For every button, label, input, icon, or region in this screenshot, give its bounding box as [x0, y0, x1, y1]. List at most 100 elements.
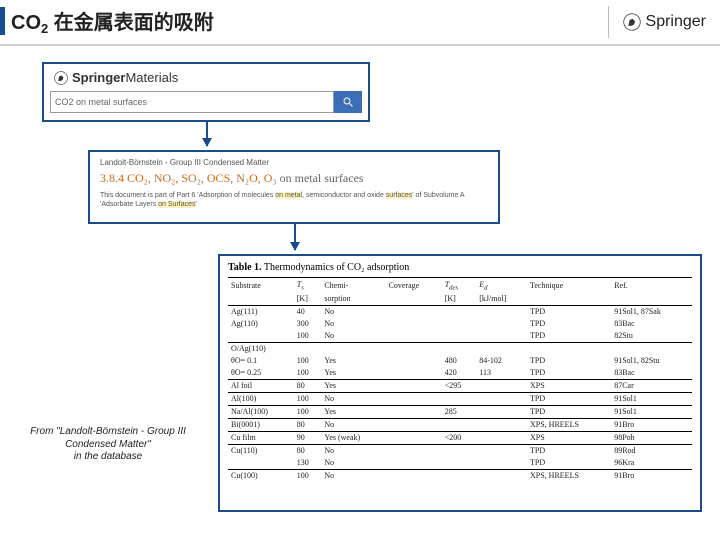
table-cell [386, 444, 442, 457]
table-cell [442, 469, 477, 482]
table-cell [228, 330, 294, 343]
table-cell: No [321, 330, 385, 343]
table-cell: Bi(0001) [228, 418, 294, 431]
search-input[interactable]: CO2 on metal surfaces [50, 91, 334, 113]
table-cell: XPS [527, 431, 611, 444]
table-cell [442, 457, 477, 470]
springer-materials-brand: SpringerMaterials [50, 68, 362, 91]
table-cell [386, 305, 442, 318]
table-cell [476, 392, 527, 405]
table-cell: 420 [442, 367, 477, 380]
table-cell: TPD [527, 318, 611, 330]
table-col-unit [611, 293, 692, 306]
title-block: CO2 在金属表面的吸附 [0, 6, 608, 35]
doc-breadcrumb: Landolt-Börnstein - Group III Condensed … [100, 158, 488, 167]
table-cell: TPD [527, 355, 611, 367]
table-cell [442, 330, 477, 343]
table-row: O/Ag(110) [228, 342, 692, 355]
table-cell: 91Bro [611, 469, 692, 482]
table-cell: 80 [294, 418, 322, 431]
table-cell: XPS, HREELS [527, 418, 611, 431]
slide-header: CO2 在金属表面的吸附 Springer [0, 0, 720, 46]
table-cell [442, 392, 477, 405]
table-cell: 300 [294, 318, 322, 330]
table-cell [386, 342, 442, 355]
table-cell: No [321, 392, 385, 405]
table-cell: 130 [294, 457, 322, 470]
table-cell: 83Bac [611, 318, 692, 330]
table-cell [386, 318, 442, 330]
table-cell: O/Ag(110) [228, 342, 294, 355]
brand-light: Materials [125, 70, 178, 85]
table-cell: 100 [294, 405, 322, 418]
table-cell: Na/Al(100) [228, 405, 294, 418]
table-cell [386, 405, 442, 418]
table-cell: θO= 0.25 [228, 367, 294, 380]
doc-title-rest: on metal surfaces [277, 171, 364, 185]
table-cell: 113 [476, 367, 527, 380]
table-cell [476, 330, 527, 343]
table-cell: No [321, 318, 385, 330]
search-button[interactable] [334, 91, 362, 113]
table-cell: Cu(110) [228, 444, 294, 457]
table-cell: No [321, 418, 385, 431]
doc-description: This document is part of Part 6 'Adsorpt… [100, 191, 488, 209]
table-row: Cu(100)100NoXPS, HREELS91Bro [228, 469, 692, 482]
table-cell [527, 342, 611, 355]
table-col-unit: [kJ/mol] [476, 293, 527, 306]
table-cell [476, 318, 527, 330]
table-cell: Cu film [228, 431, 294, 444]
table-cell: 80 [294, 444, 322, 457]
table-col-unit: sorption [321, 293, 385, 306]
table-cell: 89Rod [611, 444, 692, 457]
table-col-unit [386, 293, 442, 306]
table-row: Al foil80Yes<295XPS87Car [228, 379, 692, 392]
table-row: Cu film90Yes (weak)<200XPS98Poh [228, 431, 692, 444]
table-row: θO= 0.1100Yes48084-102TPD91Sol1, 82Stu [228, 355, 692, 367]
table-cell: 98Poh [611, 431, 692, 444]
table-cell: TPD [527, 457, 611, 470]
table-cell: 100 [294, 355, 322, 367]
table-cell: 96Kra [611, 457, 692, 470]
table-cell: 91Sol1, 82Stu [611, 355, 692, 367]
table-cell: Ag(111) [228, 305, 294, 318]
table-cell: Al foil [228, 379, 294, 392]
table-cell [386, 431, 442, 444]
doc-title[interactable]: 3.8.4 CO₂, NO₂, SO₂, OCS, N₂O, O₃ on met… [100, 171, 488, 186]
publisher-name: Springer [646, 13, 706, 31]
table-cell: 84-102 [476, 355, 527, 367]
table-col-header: Substrate [228, 278, 294, 293]
search-panel: SpringerMaterials CO2 on metal surfaces [42, 62, 370, 122]
citation-text: From "Landolt-Börnstein - Group III Cond… [18, 426, 198, 464]
table-cell: 91Sol1, 87Sak [611, 305, 692, 318]
table-cell: 91Sol1 [611, 392, 692, 405]
flow-arrow-2 [294, 224, 296, 250]
table-row: 130NoTPD96Kra [228, 457, 692, 470]
table-cell: Cu(100) [228, 469, 294, 482]
table-cell: No [321, 305, 385, 318]
table-cell: XPS [527, 379, 611, 392]
doc-title-formula: 3.8.4 CO₂, NO₂, SO₂, OCS, N₂O, O₃ [100, 171, 277, 185]
table-cell: 100 [294, 392, 322, 405]
table-cell: 91Sol1 [611, 405, 692, 418]
search-row: CO2 on metal surfaces [50, 91, 362, 113]
table-cell: Yes [321, 405, 385, 418]
table-col-unit [228, 293, 294, 306]
table-cell [476, 469, 527, 482]
table-cell [386, 379, 442, 392]
table-row: Cu(110)80NoTPD89Rod [228, 444, 692, 457]
table-col-header: Technique [527, 278, 611, 293]
table-cell: 82Stu [611, 330, 692, 343]
table-cell [442, 342, 477, 355]
table-cell: Ag(110) [228, 318, 294, 330]
table-cell: 285 [442, 405, 477, 418]
table-cell: 100 [294, 367, 322, 380]
table-col-unit: [K] [442, 293, 477, 306]
table-cell [476, 379, 527, 392]
table-cell: XPS, HREELS [527, 469, 611, 482]
table-cell [386, 355, 442, 367]
table-col-header: Ts [294, 278, 322, 293]
table-body: Ag(111)40NoTPD91Sol1, 87SakAg(110)300NoT… [228, 305, 692, 482]
table-cell [386, 392, 442, 405]
table-col-header: Ref. [611, 278, 692, 293]
